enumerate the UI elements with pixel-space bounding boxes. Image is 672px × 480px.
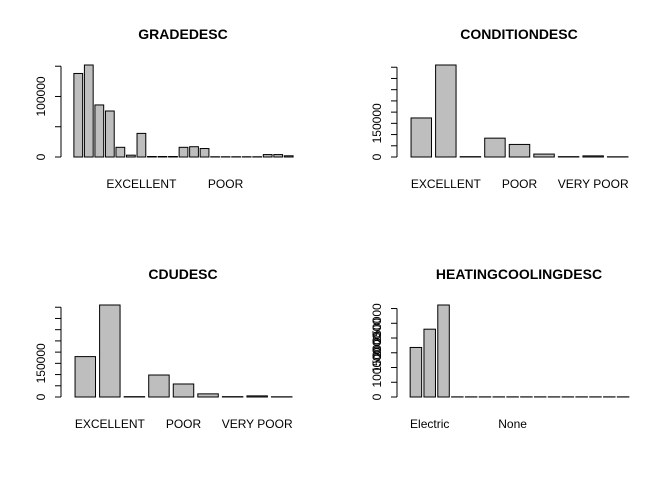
y-tick-label: 0 — [34, 393, 48, 400]
bar — [423, 328, 436, 398]
y-tick-label: 250000 — [370, 303, 384, 343]
panel-gradedesc: GRADEDESC 0 100000 EXCELLENT POOR — [34, 26, 294, 191]
bar — [273, 154, 284, 158]
y-tick-label: 100000 — [370, 347, 384, 387]
bar — [508, 143, 531, 158]
bar — [246, 395, 268, 398]
bar — [74, 356, 97, 398]
bar — [437, 304, 450, 398]
bar — [136, 132, 147, 158]
bar — [189, 146, 199, 158]
y-tick-label: 150000 — [34, 343, 48, 383]
bar — [197, 393, 219, 398]
bar — [104, 110, 115, 158]
bar — [126, 154, 136, 158]
x-tick-label: POOR — [502, 177, 538, 191]
panel-conditiondesc: CONDITIONDESC 0 150000 EXCELLENT POOR VERY P… — [370, 26, 629, 191]
x-tick-label: EXCELLENT — [106, 177, 177, 191]
x-tick-label: None — [498, 417, 527, 431]
bar — [582, 155, 604, 158]
bar — [409, 346, 423, 398]
bar — [262, 154, 273, 158]
y-tick-label: 0 — [370, 153, 384, 160]
chart-title: HEATINGCOOLINGDESC — [436, 266, 602, 282]
bar — [199, 148, 210, 158]
y-tick-label: 0 — [370, 393, 384, 400]
y-tick-label: 150000 — [370, 332, 384, 372]
bar — [435, 64, 457, 158]
bar — [83, 64, 94, 158]
chart-title: CDUDESC — [148, 266, 217, 282]
panel-heatingcoolingdesc: HEATINGCOOLINGDESC 0 10000015000020000025… — [370, 266, 630, 431]
bar — [533, 153, 555, 158]
x-tick-label: VERY POOR — [222, 417, 293, 431]
chart-title: CONDITIONDESC — [460, 26, 577, 42]
y-tick-label: 100000 — [34, 76, 48, 116]
x-tick-label: POOR — [166, 417, 202, 431]
x-tick-label: Electric — [410, 417, 449, 431]
chart-title: GRADEDESC — [138, 26, 227, 42]
x-tick-label: EXCELLENT — [75, 417, 146, 431]
bar — [283, 155, 294, 158]
bar — [73, 72, 84, 158]
bar — [148, 374, 170, 398]
x-tick-label: POOR — [208, 177, 244, 191]
x-tick-label: EXCELLENT — [411, 177, 482, 191]
bar — [172, 383, 195, 398]
bar — [410, 117, 433, 158]
y-tick-label: 200000 — [370, 318, 384, 358]
bar — [99, 304, 121, 398]
x-tick-label: VERY POOR — [558, 177, 629, 191]
bar — [484, 137, 506, 158]
panel-cdudesc: CDUDESC 0 150000 EXCELLENT POOR VERY POOR — [34, 266, 293, 431]
y-tick-label: 0 — [34, 153, 48, 160]
bar — [115, 146, 126, 158]
bar — [178, 146, 189, 158]
y-tick-label: 150000 — [370, 103, 384, 143]
bar — [94, 104, 105, 158]
